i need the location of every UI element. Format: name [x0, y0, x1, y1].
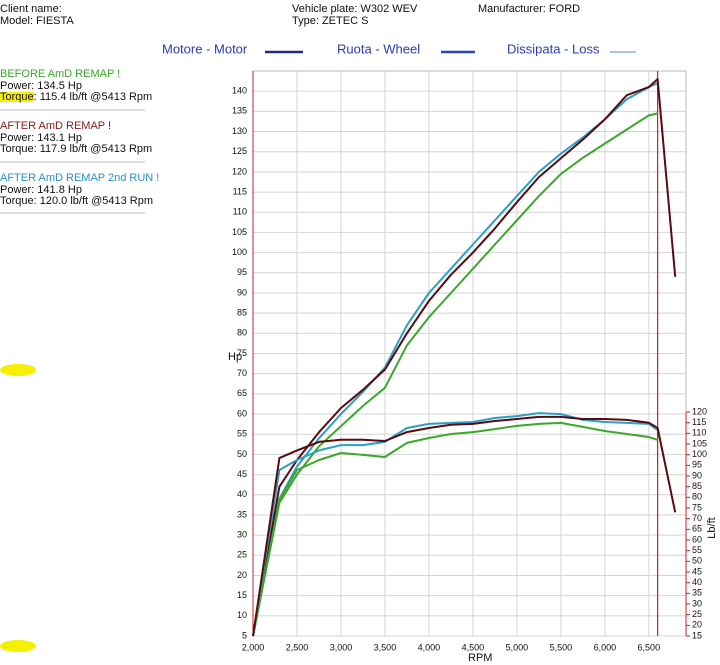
manufacturer: Manufacturer: FORD	[478, 3, 580, 15]
y2-tick-label: 25	[692, 609, 702, 619]
y-tick-label: 10	[237, 610, 247, 620]
y2-tick-label: 115	[692, 417, 706, 427]
y2-tick-label: 95	[692, 460, 702, 470]
run-title: BEFORE AmD REMAP !	[0, 68, 120, 80]
y-tick-label: 135	[232, 106, 247, 116]
power-line	[252, 112, 658, 637]
run-torque: Torque: 117.9 lb/ft @5413 Rpm	[0, 143, 152, 155]
y-tick-label: 15	[237, 590, 247, 600]
y-tick-label: 50	[237, 449, 247, 459]
power-line	[252, 78, 677, 637]
x-tick-label: 2,500	[286, 642, 309, 652]
vehicle-type: Type: ZETEC S	[292, 15, 368, 27]
y2-tick-label: 40	[692, 577, 702, 587]
y2-tick-label: 70	[692, 513, 702, 523]
run-title: AFTER AmD REMAP !	[0, 120, 111, 132]
run-power: Power: 141.8 Hp	[0, 184, 82, 196]
y2-tick-label: 80	[692, 492, 702, 502]
power-line	[253, 83, 684, 636]
y2-tick-label: 120	[692, 406, 707, 416]
y2-tick-label: 90	[692, 470, 702, 480]
client: Client name:	[0, 3, 62, 15]
y-tick-label: 85	[237, 308, 247, 318]
y2-tick-label: 65	[692, 524, 702, 534]
y-axis-label: Hp	[228, 351, 242, 363]
y2-tick-label: 35	[692, 588, 702, 598]
y2-tick-label: 110	[692, 428, 706, 438]
highlight	[0, 92, 34, 102]
y2-tick-label: 75	[692, 502, 702, 512]
x-tick-label: 3,000	[330, 642, 353, 652]
y-tick-label: 105	[232, 227, 247, 237]
y2-tick-label: 100	[692, 449, 707, 459]
x-tick-label: 2,000	[242, 642, 265, 652]
legend-label: Ruota - Wheel	[337, 41, 420, 56]
x-tick-label: 5,000	[506, 642, 529, 652]
run-power: Power: 134.5 Hp	[0, 80, 82, 92]
torque-line	[252, 421, 658, 637]
y-tick-label: 130	[232, 126, 247, 136]
y-tick-label: 5	[242, 630, 247, 640]
x-tick-label: 4,500	[462, 642, 485, 652]
y2-tick-label: 85	[692, 481, 702, 491]
y-tick-label: 20	[237, 570, 247, 580]
run-torque: Torque: 115.4 lb/ft @5413 Rpm	[0, 91, 152, 103]
run-title: AFTER AmD REMAP 2nd RUN !	[0, 172, 159, 184]
y2-tick-label: 20	[692, 620, 702, 630]
model: Model: FIESTA	[0, 15, 74, 27]
y2-tick-label: 105	[692, 438, 707, 448]
torque-line	[252, 415, 677, 637]
x-tick-label: 3,500	[374, 642, 397, 652]
y-tick-label: 110	[233, 207, 247, 217]
y2-tick-label: 55	[692, 545, 702, 555]
y-tick-label: 115	[233, 186, 247, 196]
y-tick-label: 60	[237, 408, 247, 418]
x-tick-label: 5,500	[550, 642, 573, 652]
y-tick-label: 35	[237, 509, 247, 519]
legend-label: Motore - Motor	[162, 41, 248, 56]
highlight-blob	[0, 640, 36, 652]
y2-tick-label: 50	[692, 556, 702, 566]
run-power: Power: 143.1 Hp	[0, 132, 82, 144]
y-tick-label: 75	[237, 348, 247, 358]
y-tick-label: 70	[237, 368, 247, 378]
legend-label: Dissipata - Loss	[507, 41, 600, 56]
run-torque: Torque: 120.0 lb/ft @5413 Rpm	[0, 195, 153, 207]
y-tick-label: 65	[237, 388, 247, 398]
y-tick-label: 120	[232, 166, 247, 176]
y-tick-label: 95	[237, 267, 247, 277]
y2-tick-label: 15	[692, 630, 702, 640]
y-tick-label: 80	[237, 328, 247, 338]
x-tick-label: 6,500	[638, 642, 661, 652]
y-tick-label: 100	[232, 247, 247, 257]
highlight-blob	[0, 364, 36, 376]
y-tick-label: 90	[237, 287, 247, 297]
x-tick-label: 6,000	[594, 642, 617, 652]
y-tick-label: 45	[237, 469, 247, 479]
y-tick-label: 140	[232, 86, 247, 96]
y-tick-label: 55	[237, 429, 247, 439]
x-tick-label: 4,000	[418, 642, 441, 652]
x-axis-label: RPM	[468, 652, 492, 664]
y-tick-label: 40	[237, 489, 247, 499]
plate: Vehicle plate: W302 WEV	[292, 3, 418, 15]
y2-axis-label: Lb/ft	[706, 517, 718, 538]
y2-tick-label: 45	[692, 566, 702, 576]
y-tick-label: 25	[237, 550, 247, 560]
y-tick-label: 30	[237, 529, 247, 539]
y-tick-label: 125	[232, 146, 247, 156]
y2-tick-label: 60	[692, 534, 702, 544]
y2-tick-label: 30	[692, 598, 702, 608]
